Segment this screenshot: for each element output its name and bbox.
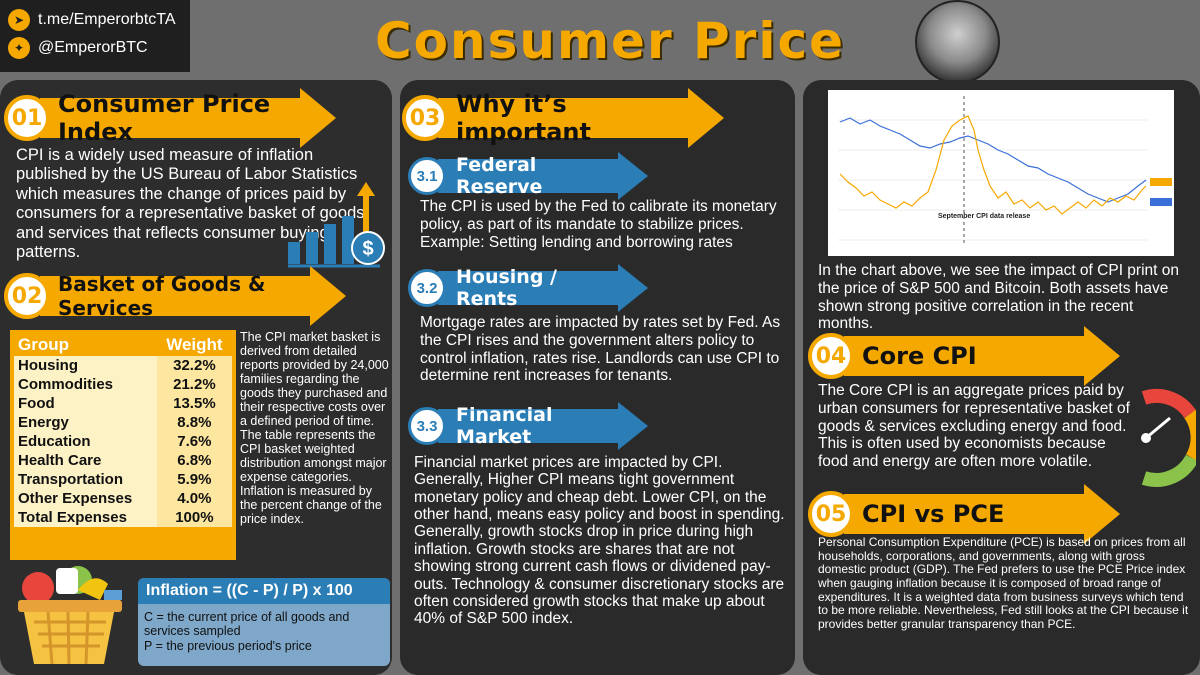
table-row: Housing 32.2% — [14, 356, 232, 375]
arrow-tip — [688, 88, 724, 148]
section-number: 04 — [808, 333, 854, 379]
subsection-number: 3.3 — [408, 407, 446, 445]
arrow-tip — [618, 264, 648, 312]
row-group: Education — [18, 433, 91, 450]
section-04-header: 04 Core CPI — [808, 326, 1120, 386]
section-heading: Core CPI — [844, 336, 1084, 376]
cpi-weight-table: Group Weight Housing 32.2% Commodities 21.… — [10, 330, 236, 560]
table-row: Commodities 21.2% — [14, 375, 232, 394]
col-group: Group — [14, 334, 157, 356]
subsection-heading: Financial Market — [438, 404, 618, 448]
row-weight: 4.0% — [156, 489, 232, 508]
table-row: Transportation 5.9% — [14, 470, 232, 489]
telegram-icon: ➤ — [8, 9, 30, 31]
section-number: 03 — [402, 95, 448, 141]
section-number: 05 — [808, 491, 854, 537]
twitter-handle: @EmperorBTC — [38, 39, 148, 56]
table-row: Health Care 6.8% — [14, 451, 232, 470]
row-group: Energy — [18, 414, 69, 431]
table-row: Food 13.5% — [14, 394, 232, 413]
arrow-tip — [1084, 326, 1120, 386]
section-02-text: The CPI market basket is derived from de… — [240, 330, 389, 526]
subsection-heading: Housing / Rents — [438, 266, 618, 310]
section-heading: Why it’s important — [438, 90, 688, 146]
row-group: Transportation — [18, 471, 124, 488]
section-01-header: 01 Consumer Price Index — [4, 88, 336, 148]
twitter-link[interactable]: ✦ @EmperorBTC — [8, 34, 182, 62]
table-row: Energy 8.8% — [14, 413, 232, 432]
row-group: Commodities — [18, 376, 114, 393]
subsection-number: 3.1 — [408, 157, 446, 195]
row-weight: 5.9% — [156, 470, 232, 489]
table-row: Total Expenses 100% — [14, 508, 232, 527]
arrow-tip — [618, 402, 648, 450]
col-weight: Weight — [156, 334, 232, 356]
formula-c-definition: C = the current price of all goods and s… — [144, 610, 350, 639]
shopping-basket-icon — [18, 566, 122, 665]
row-weight: 7.6% — [156, 432, 232, 451]
table-row: Other Expenses 4.0% — [14, 489, 232, 508]
chart-annotation: September CPI data release — [938, 213, 1030, 220]
financial-market-paragraph-2: Generally, growth stocks drop in price d… — [414, 523, 785, 628]
inflation-formula-box: Inflation = ((C - P) / P) x 100 C = the … — [138, 578, 390, 666]
growth-chart-icon: $ — [288, 182, 385, 268]
section-05-text: Personal Consumption Expenditure (PCE) i… — [818, 535, 1189, 632]
arrow-tip — [618, 152, 648, 200]
arrow-tip — [1084, 484, 1120, 544]
row-group: Food — [18, 395, 55, 412]
subsection-3-3-text: Financial market prices are impacted by … — [414, 454, 794, 628]
social-links: ➤ t.me/EmperorbtcTA ✦ @EmperorBTC — [0, 0, 190, 72]
section-heading: Basket of Goods & Services — [40, 272, 310, 320]
section-heading: Consumer Price Index — [40, 90, 300, 146]
subsection-3-3-header: 3.3 Financial Market — [408, 402, 648, 450]
arrow-tip — [300, 88, 336, 148]
row-weight: 13.5% — [156, 394, 232, 413]
formula-p-definition: P = the previous period's price — [144, 638, 312, 653]
gauge-icon — [1141, 389, 1196, 487]
page-title: Consumer Price Index — [374, 12, 846, 140]
row-group: Health Care — [18, 452, 102, 469]
twitter-icon: ✦ — [8, 37, 30, 59]
bitcoin-line — [839, 115, 1147, 215]
section-03-header: 03 Why it’s important — [402, 88, 724, 148]
section-heading: CPI vs PCE — [844, 494, 1084, 534]
section-01-text: CPI is a widely used measure of inflatio… — [16, 146, 365, 262]
row-weight: 6.8% — [156, 451, 232, 470]
subsection-3-2-header: 3.2 Housing / Rents — [408, 264, 648, 312]
financial-market-paragraph-1: Financial market prices are impacted by … — [414, 454, 785, 524]
sp500-bitcoin-chart: September CPI data release — [828, 90, 1174, 256]
section-number: 02 — [4, 273, 50, 319]
sp500-line — [839, 117, 1147, 203]
author-portrait — [915, 0, 1000, 84]
row-group: Housing — [18, 357, 78, 374]
row-weight: 21.2% — [156, 375, 232, 394]
table-row: Education 7.6% — [14, 432, 232, 451]
section-number: 01 — [4, 95, 50, 141]
telegram-handle: t.me/EmperorbtcTA — [38, 11, 176, 28]
telegram-link[interactable]: ➤ t.me/EmperorbtcTA — [8, 6, 182, 34]
subsection-3-1-text: The CPI is used by the Fed to calibrate … — [420, 198, 777, 251]
section-02-header: 02 Basket of Goods & Services — [4, 266, 346, 326]
subsection-heading: Federal Reserve — [438, 154, 618, 198]
sp500-price-tag — [1150, 198, 1172, 206]
arrow-tip — [310, 266, 346, 326]
chart-svg: September CPI data release — [828, 90, 1174, 256]
row-weight: 8.8% — [156, 413, 232, 432]
subsection-3-2-text: Mortgage rates are impacted by rates set… — [420, 314, 781, 385]
row-weight: 100% — [156, 508, 232, 527]
subsection-3-1-header: 3.1 Federal Reserve — [408, 152, 648, 200]
formula-heading: Inflation = ((C - P) / P) x 100 — [138, 578, 390, 604]
chart-caption: In the chart above, we see the impact of… — [818, 262, 1180, 333]
subsection-number: 3.2 — [408, 269, 446, 307]
bitcoin-price-tag — [1150, 178, 1172, 186]
svg-text:$: $ — [362, 238, 373, 260]
row-weight: 32.2% — [156, 356, 232, 375]
row-group: Other Expenses — [18, 489, 133, 507]
section-05-header: 05 CPI vs PCE — [808, 484, 1120, 544]
section-04-text: The Core CPI is an aggregate prices paid… — [818, 382, 1130, 471]
row-group: Total Expenses — [18, 508, 127, 526]
